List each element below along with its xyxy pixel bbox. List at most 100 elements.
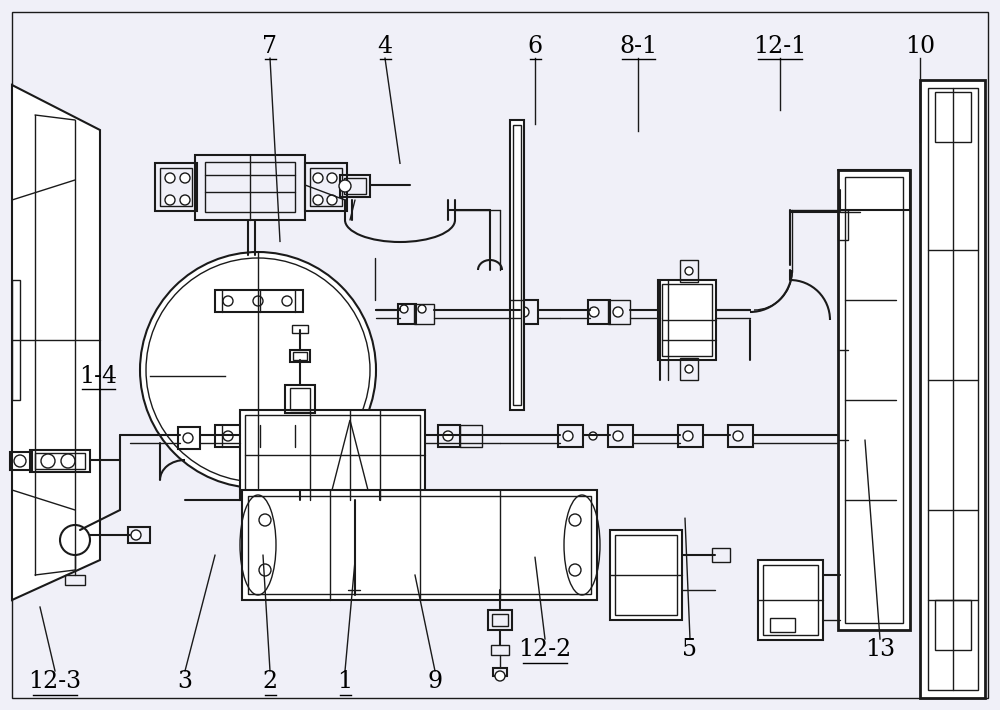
Bar xyxy=(608,425,633,447)
Bar xyxy=(662,284,712,356)
Circle shape xyxy=(180,195,190,205)
Circle shape xyxy=(41,454,55,468)
Bar xyxy=(35,453,85,469)
Circle shape xyxy=(253,296,263,306)
Circle shape xyxy=(131,530,141,540)
Bar xyxy=(292,325,308,333)
Circle shape xyxy=(282,296,292,306)
Text: 5: 5 xyxy=(682,638,698,661)
Bar xyxy=(678,425,703,447)
Circle shape xyxy=(339,180,351,192)
Bar xyxy=(608,300,630,324)
Bar xyxy=(492,614,508,626)
Circle shape xyxy=(733,431,743,441)
Bar xyxy=(935,600,971,650)
Bar xyxy=(215,290,303,312)
Bar xyxy=(248,496,591,594)
Bar xyxy=(712,548,730,562)
Circle shape xyxy=(259,514,271,526)
Bar xyxy=(728,425,753,447)
Bar xyxy=(928,88,978,690)
Text: 3: 3 xyxy=(178,670,192,693)
Bar xyxy=(128,527,150,543)
Bar xyxy=(290,388,310,410)
Bar xyxy=(310,168,342,206)
Bar xyxy=(438,425,460,447)
Bar xyxy=(518,300,538,324)
Bar xyxy=(838,210,848,240)
Bar xyxy=(12,280,20,400)
Circle shape xyxy=(165,173,175,183)
Circle shape xyxy=(253,431,263,441)
Circle shape xyxy=(400,305,408,313)
Circle shape xyxy=(613,307,623,317)
Circle shape xyxy=(589,307,599,317)
Text: 12-1: 12-1 xyxy=(753,35,807,58)
Bar xyxy=(610,530,682,620)
Bar xyxy=(838,170,910,630)
Circle shape xyxy=(519,307,529,317)
Bar xyxy=(513,125,521,405)
Bar xyxy=(558,425,583,447)
Bar xyxy=(680,260,698,282)
Circle shape xyxy=(60,525,90,555)
Bar xyxy=(205,162,295,212)
Circle shape xyxy=(418,305,426,313)
Circle shape xyxy=(327,195,337,205)
Bar xyxy=(178,427,200,449)
Circle shape xyxy=(683,431,693,441)
Circle shape xyxy=(589,432,597,440)
Bar xyxy=(30,450,90,472)
Bar xyxy=(845,177,903,623)
Circle shape xyxy=(313,173,323,183)
Circle shape xyxy=(140,252,376,488)
Bar xyxy=(920,80,985,698)
Bar xyxy=(160,168,192,206)
Bar xyxy=(763,565,818,635)
Circle shape xyxy=(180,173,190,183)
Bar xyxy=(155,163,197,211)
Circle shape xyxy=(282,431,292,441)
Bar xyxy=(588,300,610,324)
Circle shape xyxy=(146,258,370,482)
Text: 12-3: 12-3 xyxy=(28,670,82,693)
Text: 8-1: 8-1 xyxy=(619,35,657,58)
Circle shape xyxy=(259,564,271,576)
Bar xyxy=(340,175,370,197)
Polygon shape xyxy=(330,420,370,498)
Bar xyxy=(245,488,267,506)
Bar xyxy=(290,350,310,362)
Circle shape xyxy=(569,564,581,576)
Bar xyxy=(615,535,677,615)
Text: 6: 6 xyxy=(527,35,543,58)
Circle shape xyxy=(61,454,75,468)
Circle shape xyxy=(685,365,693,373)
Circle shape xyxy=(569,514,581,526)
Bar xyxy=(293,352,307,360)
Bar xyxy=(10,452,32,470)
Bar xyxy=(758,560,823,640)
Bar xyxy=(215,425,303,447)
Circle shape xyxy=(327,173,337,183)
Text: 10: 10 xyxy=(905,35,935,58)
Bar xyxy=(770,618,795,632)
Bar xyxy=(398,304,416,324)
Circle shape xyxy=(313,195,323,205)
Circle shape xyxy=(223,431,233,441)
Polygon shape xyxy=(12,85,100,600)
Circle shape xyxy=(685,267,693,275)
Circle shape xyxy=(14,455,26,467)
Bar xyxy=(242,490,597,600)
Text: 2: 2 xyxy=(262,670,278,693)
Text: 1: 1 xyxy=(337,670,353,693)
Bar xyxy=(493,668,507,676)
Bar xyxy=(245,415,420,495)
Bar xyxy=(344,178,366,194)
Circle shape xyxy=(495,671,505,681)
Text: 7: 7 xyxy=(262,35,278,58)
Text: 1-4: 1-4 xyxy=(79,365,117,388)
Bar xyxy=(414,304,434,324)
Bar xyxy=(510,120,524,410)
Bar xyxy=(680,358,698,380)
Bar xyxy=(491,645,509,655)
